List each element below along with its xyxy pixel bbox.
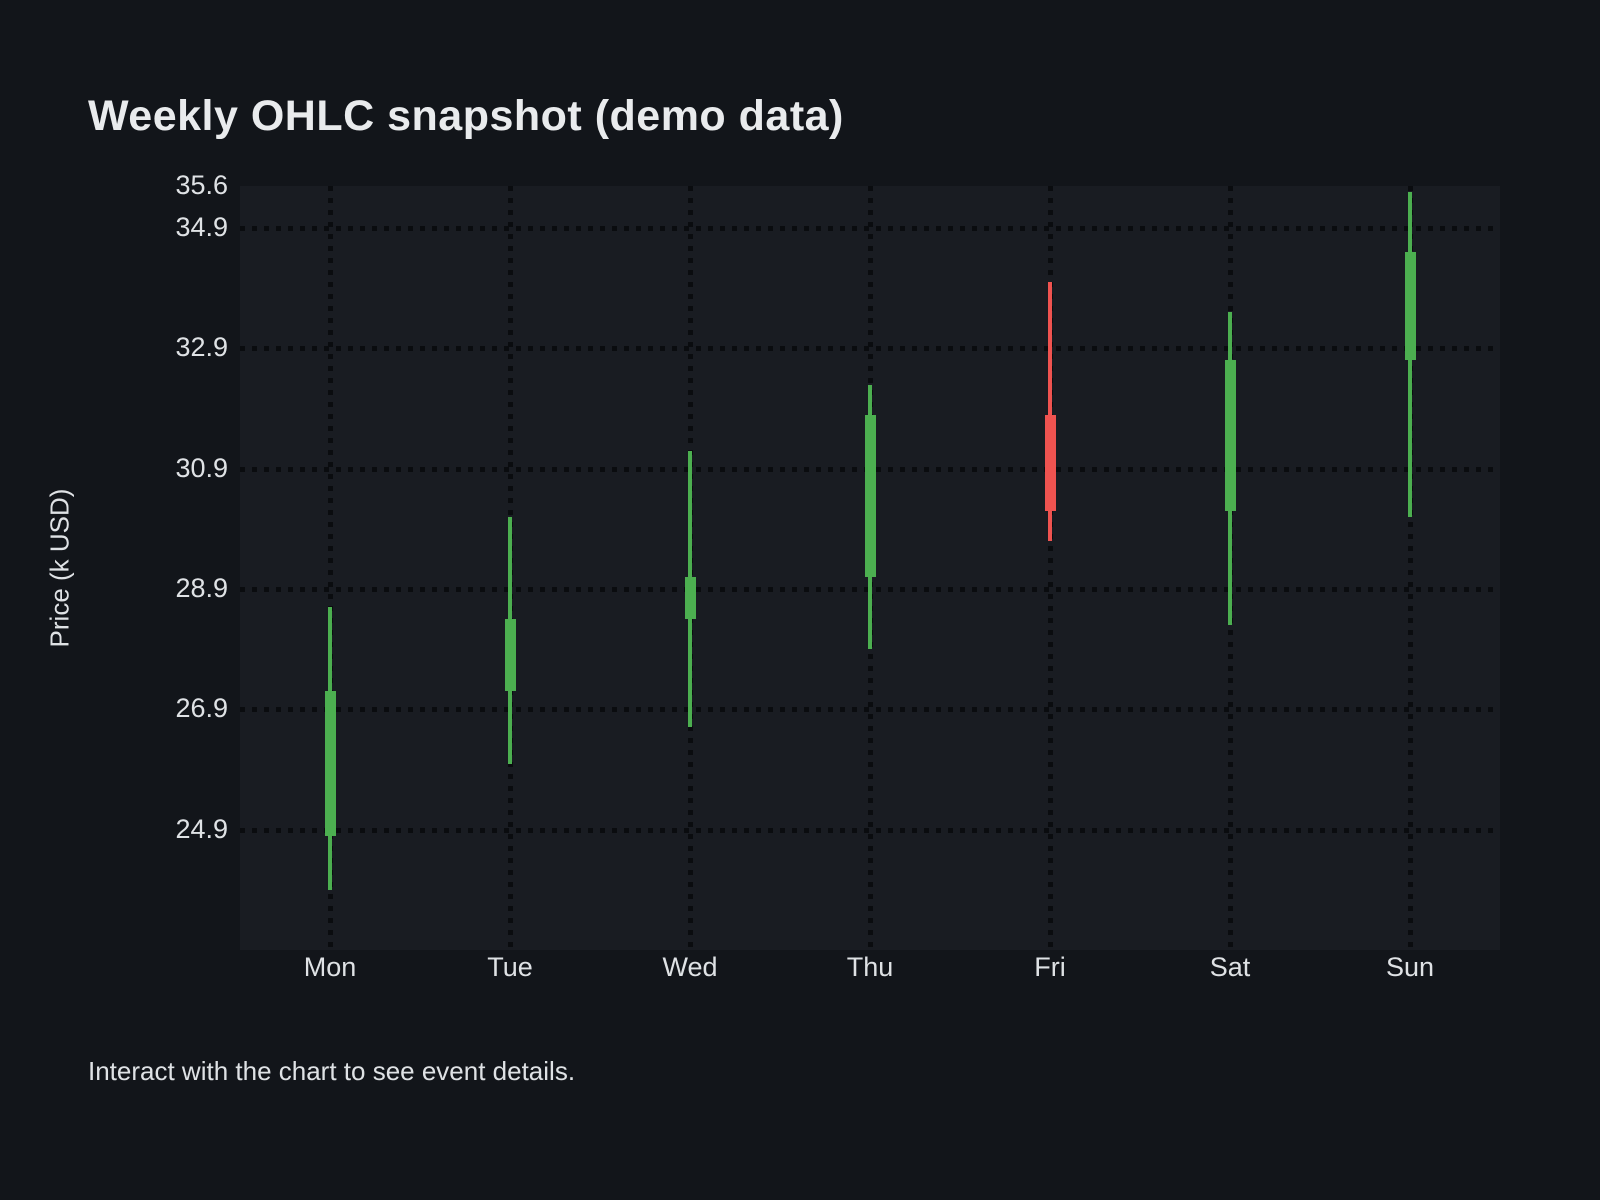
candle-body-sat[interactable] — [1224, 360, 1236, 511]
candle-body-thu[interactable] — [864, 414, 876, 578]
candle-body-mon[interactable] — [324, 691, 336, 836]
x-tick-label-tue: Tue — [487, 952, 533, 982]
y-tick-label: 35.6 — [175, 170, 228, 200]
x-tick-label-mon: Mon — [303, 952, 357, 982]
candlestick-plot-area[interactable] — [240, 186, 1500, 950]
candle-body-tue[interactable] — [504, 619, 516, 692]
footer-note: Interact with the chart to see event det… — [88, 1056, 576, 1086]
x-tick-label-fri: Fri — [1034, 952, 1066, 982]
y-tick-label: 28.9 — [175, 573, 228, 604]
y-axis-title: Price (k USD) — [44, 488, 75, 648]
y-tick-label: 34.9 — [175, 212, 228, 243]
x-gridline — [1408, 186, 1413, 950]
y-tick-label: 24.9 — [175, 813, 228, 844]
candle-body-sun[interactable] — [1404, 252, 1416, 361]
x-gridline — [1048, 186, 1053, 950]
candle-wick-fri[interactable] — [1048, 282, 1052, 541]
y-tick-label: 32.9 — [175, 332, 228, 363]
y-tick-label: 26.9 — [175, 693, 228, 724]
x-tick-label-sun: Sun — [1385, 952, 1435, 982]
x-gridline — [328, 186, 333, 950]
x-tick-label-wed: Wed — [662, 952, 718, 982]
y-tick-label: 30.9 — [175, 452, 228, 483]
candle-body-wed[interactable] — [684, 577, 696, 620]
x-tick-label-sat: Sat — [1209, 952, 1251, 982]
x-tick-label-thu: Thu — [846, 952, 894, 982]
candle-body-fri[interactable] — [1044, 414, 1056, 511]
chart-title: Weekly OHLC snapshot (demo data) — [88, 92, 844, 140]
